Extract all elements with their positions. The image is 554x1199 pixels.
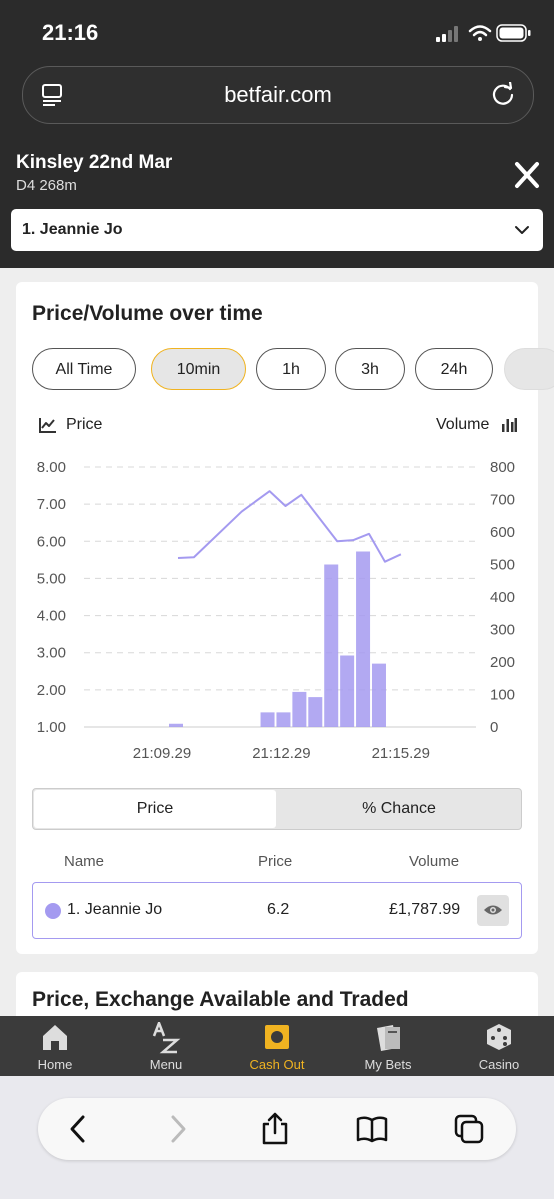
runner-volume: £1,787.99 xyxy=(389,901,461,918)
x-tick-label: 21:09.29 xyxy=(133,745,191,762)
reload-icon[interactable] xyxy=(491,82,517,108)
y-right-tick-label: 300 xyxy=(490,622,515,639)
dice-icon xyxy=(487,1024,511,1050)
range-pill-24h[interactable]: 24h xyxy=(415,348,493,390)
series-color-dot xyxy=(45,903,61,919)
bottom-nav: Home Menu Cash Out My Bets Casino xyxy=(0,1016,554,1076)
volume-bar xyxy=(260,712,275,727)
battery-icon xyxy=(496,24,531,42)
chart-grid xyxy=(84,466,476,728)
y-right-tick-label: 800 xyxy=(490,459,515,476)
price-volume-card: Price/Volume over time All Time 10min 1h… xyxy=(16,282,554,954)
status-bar: 21:16 xyxy=(0,0,554,62)
share-icon[interactable] xyxy=(258,1112,292,1146)
close-icon[interactable] xyxy=(508,158,546,192)
y-left-tick-label: 1.00 xyxy=(37,719,66,736)
volume-bar xyxy=(340,655,355,727)
runner-row[interactable]: 1. Jeannie Jo 6.2 £1,787.99 xyxy=(32,882,522,939)
eye-icon xyxy=(484,905,502,915)
chevron-down-icon xyxy=(515,226,529,234)
y-left-tick-label: 3.00 xyxy=(37,645,66,662)
y-right-tick-label: 600 xyxy=(490,524,515,541)
range-pill-3h[interactable]: 3h xyxy=(335,348,405,390)
status-time: 21:16 xyxy=(42,20,99,45)
y-left-tick-label: 2.00 xyxy=(37,682,66,699)
nav-casino[interactable]: Casino xyxy=(444,1016,554,1076)
card-title: Price/Volume over time xyxy=(32,302,263,325)
y-right-tick-labels: 800 700 600 500 400 300 200 100 0 xyxy=(490,459,515,736)
volume-bar xyxy=(276,712,291,727)
home-icon xyxy=(43,1025,67,1050)
legend-volume: Volume xyxy=(436,416,490,433)
nav-menu[interactable]: Menu xyxy=(111,1016,221,1076)
visibility-toggle[interactable] xyxy=(477,895,509,926)
price-volume-chart: 8.00 7.00 6.00 5.00 4.00 3.00 2.00 1.00 800 700 6… xyxy=(37,459,515,762)
header-name: Name xyxy=(64,853,105,870)
x-tick-label: 21:15.29 xyxy=(372,745,430,762)
tabs-icon[interactable] xyxy=(452,1112,486,1146)
runner-select-value: 1. Jeannie Jo xyxy=(22,221,123,238)
range-pill-10min[interactable]: 10min xyxy=(151,348,246,390)
volume-bars xyxy=(169,551,386,727)
y-left-tick-label: 4.00 xyxy=(37,608,66,625)
line-chart-icon xyxy=(39,418,56,433)
my-bets-icon xyxy=(377,1025,400,1051)
runner-select[interactable]: 1. Jeannie Jo xyxy=(11,209,543,251)
url-text[interactable]: betfair.com xyxy=(224,82,332,107)
y-right-tick-label: 400 xyxy=(490,589,515,606)
header-volume: Volume xyxy=(409,853,460,870)
market-title: Kinsley 22nd Mar xyxy=(16,152,173,173)
y-right-tick-label: 500 xyxy=(490,557,515,574)
volume-bar xyxy=(356,551,371,727)
y-right-tick-label: 200 xyxy=(490,654,515,671)
volume-bar xyxy=(292,691,307,727)
top-header: 21:16 betfair.com Kinsley 22 xyxy=(0,0,554,268)
x-tick-labels: 21:09.29 21:12.29 21:15.29 xyxy=(133,745,430,762)
market-subtitle: D4 268m xyxy=(16,177,77,194)
toggle-chance[interactable]: % Chance xyxy=(362,800,436,817)
runner-name: 1. Jeannie Jo xyxy=(67,901,163,918)
runner-price: 6.2 xyxy=(267,901,290,918)
x-tick-label: 21:12.29 xyxy=(252,745,310,762)
toggle-price[interactable]: Price xyxy=(34,790,276,828)
volume-bar xyxy=(324,564,339,727)
y-right-tick-label: 700 xyxy=(490,492,515,509)
wifi-icon xyxy=(468,25,492,41)
bar-chart-icon xyxy=(502,418,517,432)
price-line-path xyxy=(177,490,402,563)
browser-toolbar xyxy=(0,1076,554,1199)
price-chance-toggle: Price % Chance xyxy=(32,788,522,830)
range-pill-overflow[interactable] xyxy=(504,348,554,390)
nav-my-bets[interactable]: My Bets xyxy=(333,1016,443,1076)
volume-bar xyxy=(308,697,323,727)
bookmarks-icon[interactable] xyxy=(355,1112,389,1146)
header-price: Price xyxy=(258,853,293,870)
legend-price: Price xyxy=(66,416,103,433)
range-pill-all-time[interactable]: All Time xyxy=(32,348,136,390)
y-left-tick-label: 5.00 xyxy=(37,570,66,587)
reader-mode-icon[interactable] xyxy=(41,83,65,107)
exchange-card-title: Price, Exchange Available and Traded xyxy=(32,988,409,1011)
y-left-tick-label: 8.00 xyxy=(37,459,66,476)
az-menu-icon xyxy=(152,1022,181,1054)
browser-toolbar-pill xyxy=(38,1098,516,1160)
forward-icon[interactable] xyxy=(160,1112,194,1146)
price-line xyxy=(177,490,402,563)
nav-cash-out[interactable]: Cash Out xyxy=(222,1016,332,1076)
y-right-tick-label: 100 xyxy=(490,687,515,704)
y-right-tick-label: 0 xyxy=(490,719,498,736)
volume-bar xyxy=(371,663,386,727)
range-pill-1h[interactable]: 1h xyxy=(256,348,326,390)
y-left-tick-label: 6.00 xyxy=(37,533,66,550)
y-left-tick-label: 7.00 xyxy=(37,496,66,513)
back-icon[interactable] xyxy=(62,1112,96,1146)
nav-home[interactable]: Home xyxy=(0,1016,110,1076)
volume-bar xyxy=(169,723,183,727)
cash-out-icon xyxy=(265,1025,289,1049)
url-bar[interactable]: betfair.com xyxy=(22,66,534,124)
y-left-tick-labels: 8.00 7.00 6.00 5.00 4.00 3.00 2.00 1.00 xyxy=(37,459,66,736)
cellular-signal-icon xyxy=(436,26,458,42)
